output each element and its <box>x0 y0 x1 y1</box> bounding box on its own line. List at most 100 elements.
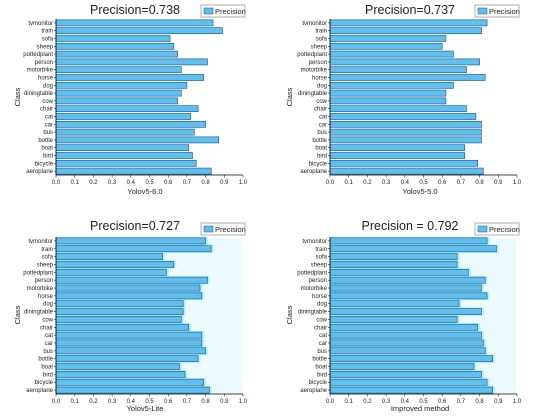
bar-motorbike <box>55 284 201 292</box>
x-tick-label: 0.9 <box>494 399 503 405</box>
category-label: sofa <box>42 37 54 43</box>
category-label: diningtable <box>24 310 54 316</box>
bar-motorbike <box>329 284 482 292</box>
x-tick-label: 0.5 <box>145 180 154 186</box>
legend-swatch <box>477 225 488 233</box>
bar-bus <box>329 347 486 355</box>
bar-horse <box>329 74 486 81</box>
x-tick-label: 0.1 <box>71 180 80 186</box>
category-label: bicycle <box>309 380 328 386</box>
category-label: cat <box>45 333 53 339</box>
bar-bird <box>329 152 465 159</box>
category-label: dog <box>43 83 53 89</box>
category-label: pottedplant <box>23 270 53 276</box>
bar-bottle <box>55 136 219 144</box>
x-tick-label: 0.2 <box>89 180 98 186</box>
bar-bird <box>55 371 186 378</box>
bar-person <box>329 276 486 284</box>
category-label: boat <box>41 365 53 371</box>
category-label: train <box>315 29 327 35</box>
x-tick-label: 0.6 <box>164 180 173 186</box>
category-label: person <box>309 278 327 284</box>
category-label: horse <box>38 76 54 82</box>
x-tick-label: 0.0 <box>326 399 335 405</box>
bar-dog <box>329 81 454 89</box>
x-tick-label: 0.5 <box>419 399 428 405</box>
x-tick-label: 0.8 <box>201 399 210 405</box>
bar-bus <box>55 347 206 355</box>
x-axis-label: Improved method <box>391 404 449 413</box>
category-label: sofa <box>316 255 328 261</box>
category-label: sheep <box>311 262 328 268</box>
bar-diningtable <box>329 89 447 97</box>
x-tick-label: 0.6 <box>438 180 447 186</box>
bar-cow <box>55 316 182 323</box>
chart-title: Precision=0.727 <box>90 219 180 233</box>
category-label: tvmonitor <box>28 239 53 245</box>
category-label: cat <box>45 115 53 121</box>
bar-chair <box>55 105 199 113</box>
category-label: tvmonitor <box>302 239 327 245</box>
legend-label: Precision <box>489 7 520 16</box>
bar-dog <box>55 81 188 89</box>
category-label: cow <box>42 317 53 323</box>
bar-pottedplant <box>329 50 454 58</box>
x-tick-label: 0.8 <box>475 180 484 186</box>
bar-car <box>55 339 203 347</box>
bar-bottle <box>329 136 482 144</box>
bar-aeroplane <box>329 167 484 175</box>
x-tick-label: 0.0 <box>326 180 335 186</box>
bar-person <box>55 276 208 284</box>
y-axis-label: Class <box>285 87 294 106</box>
bar-sheep <box>329 42 443 50</box>
category-label: cow <box>316 99 327 105</box>
category-label: pottedplant <box>297 270 327 276</box>
category-label: bird <box>317 154 327 160</box>
bar-sofa <box>329 35 447 42</box>
x-tick-label: 0.3 <box>382 399 391 405</box>
x-tick-label: 0.1 <box>71 399 80 405</box>
category-label: car <box>319 341 327 347</box>
x-tick-label: 0.9 <box>494 180 503 186</box>
x-tick-label: 0.1 <box>345 180 354 186</box>
category-label: bottle <box>38 138 53 144</box>
category-label: car <box>45 341 53 347</box>
bar-bottle <box>55 355 199 363</box>
category-label: chair <box>314 325 327 331</box>
x-tick-label: 1.0 <box>239 399 248 405</box>
bar-cow <box>329 97 447 105</box>
category-label: cat <box>319 115 327 121</box>
bar-dog <box>329 300 460 308</box>
category-label: diningtable <box>298 91 328 97</box>
bar-bird <box>55 152 193 159</box>
category-label: person <box>35 278 53 284</box>
bar-bottle <box>329 355 493 363</box>
category-label: boat <box>315 365 327 371</box>
bar-cat <box>329 331 482 339</box>
category-label: horse <box>312 76 328 82</box>
bar-sofa <box>329 253 458 260</box>
category-label: dog <box>43 302 53 308</box>
bar-tvmonitor <box>55 19 214 27</box>
bar-train <box>329 245 497 253</box>
bar-car <box>55 120 206 128</box>
bar-dog <box>55 300 184 308</box>
x-tick-label: 0.9 <box>220 180 229 186</box>
bar-bus <box>329 128 482 136</box>
x-tick-label: 0.4 <box>401 180 410 186</box>
category-label: boat <box>315 146 327 152</box>
category-label: person <box>309 60 327 66</box>
category-label: pottedplant <box>297 52 327 58</box>
bar-chair <box>329 105 467 113</box>
bar-pottedplant <box>55 50 178 58</box>
bar-tvmonitor <box>55 237 206 245</box>
category-label: diningtable <box>24 91 54 97</box>
bar-car <box>329 339 484 347</box>
category-label: chair <box>40 107 53 113</box>
x-tick-label: 0.0 <box>52 399 61 405</box>
bar-boat <box>329 144 465 152</box>
category-label: diningtable <box>298 310 328 316</box>
